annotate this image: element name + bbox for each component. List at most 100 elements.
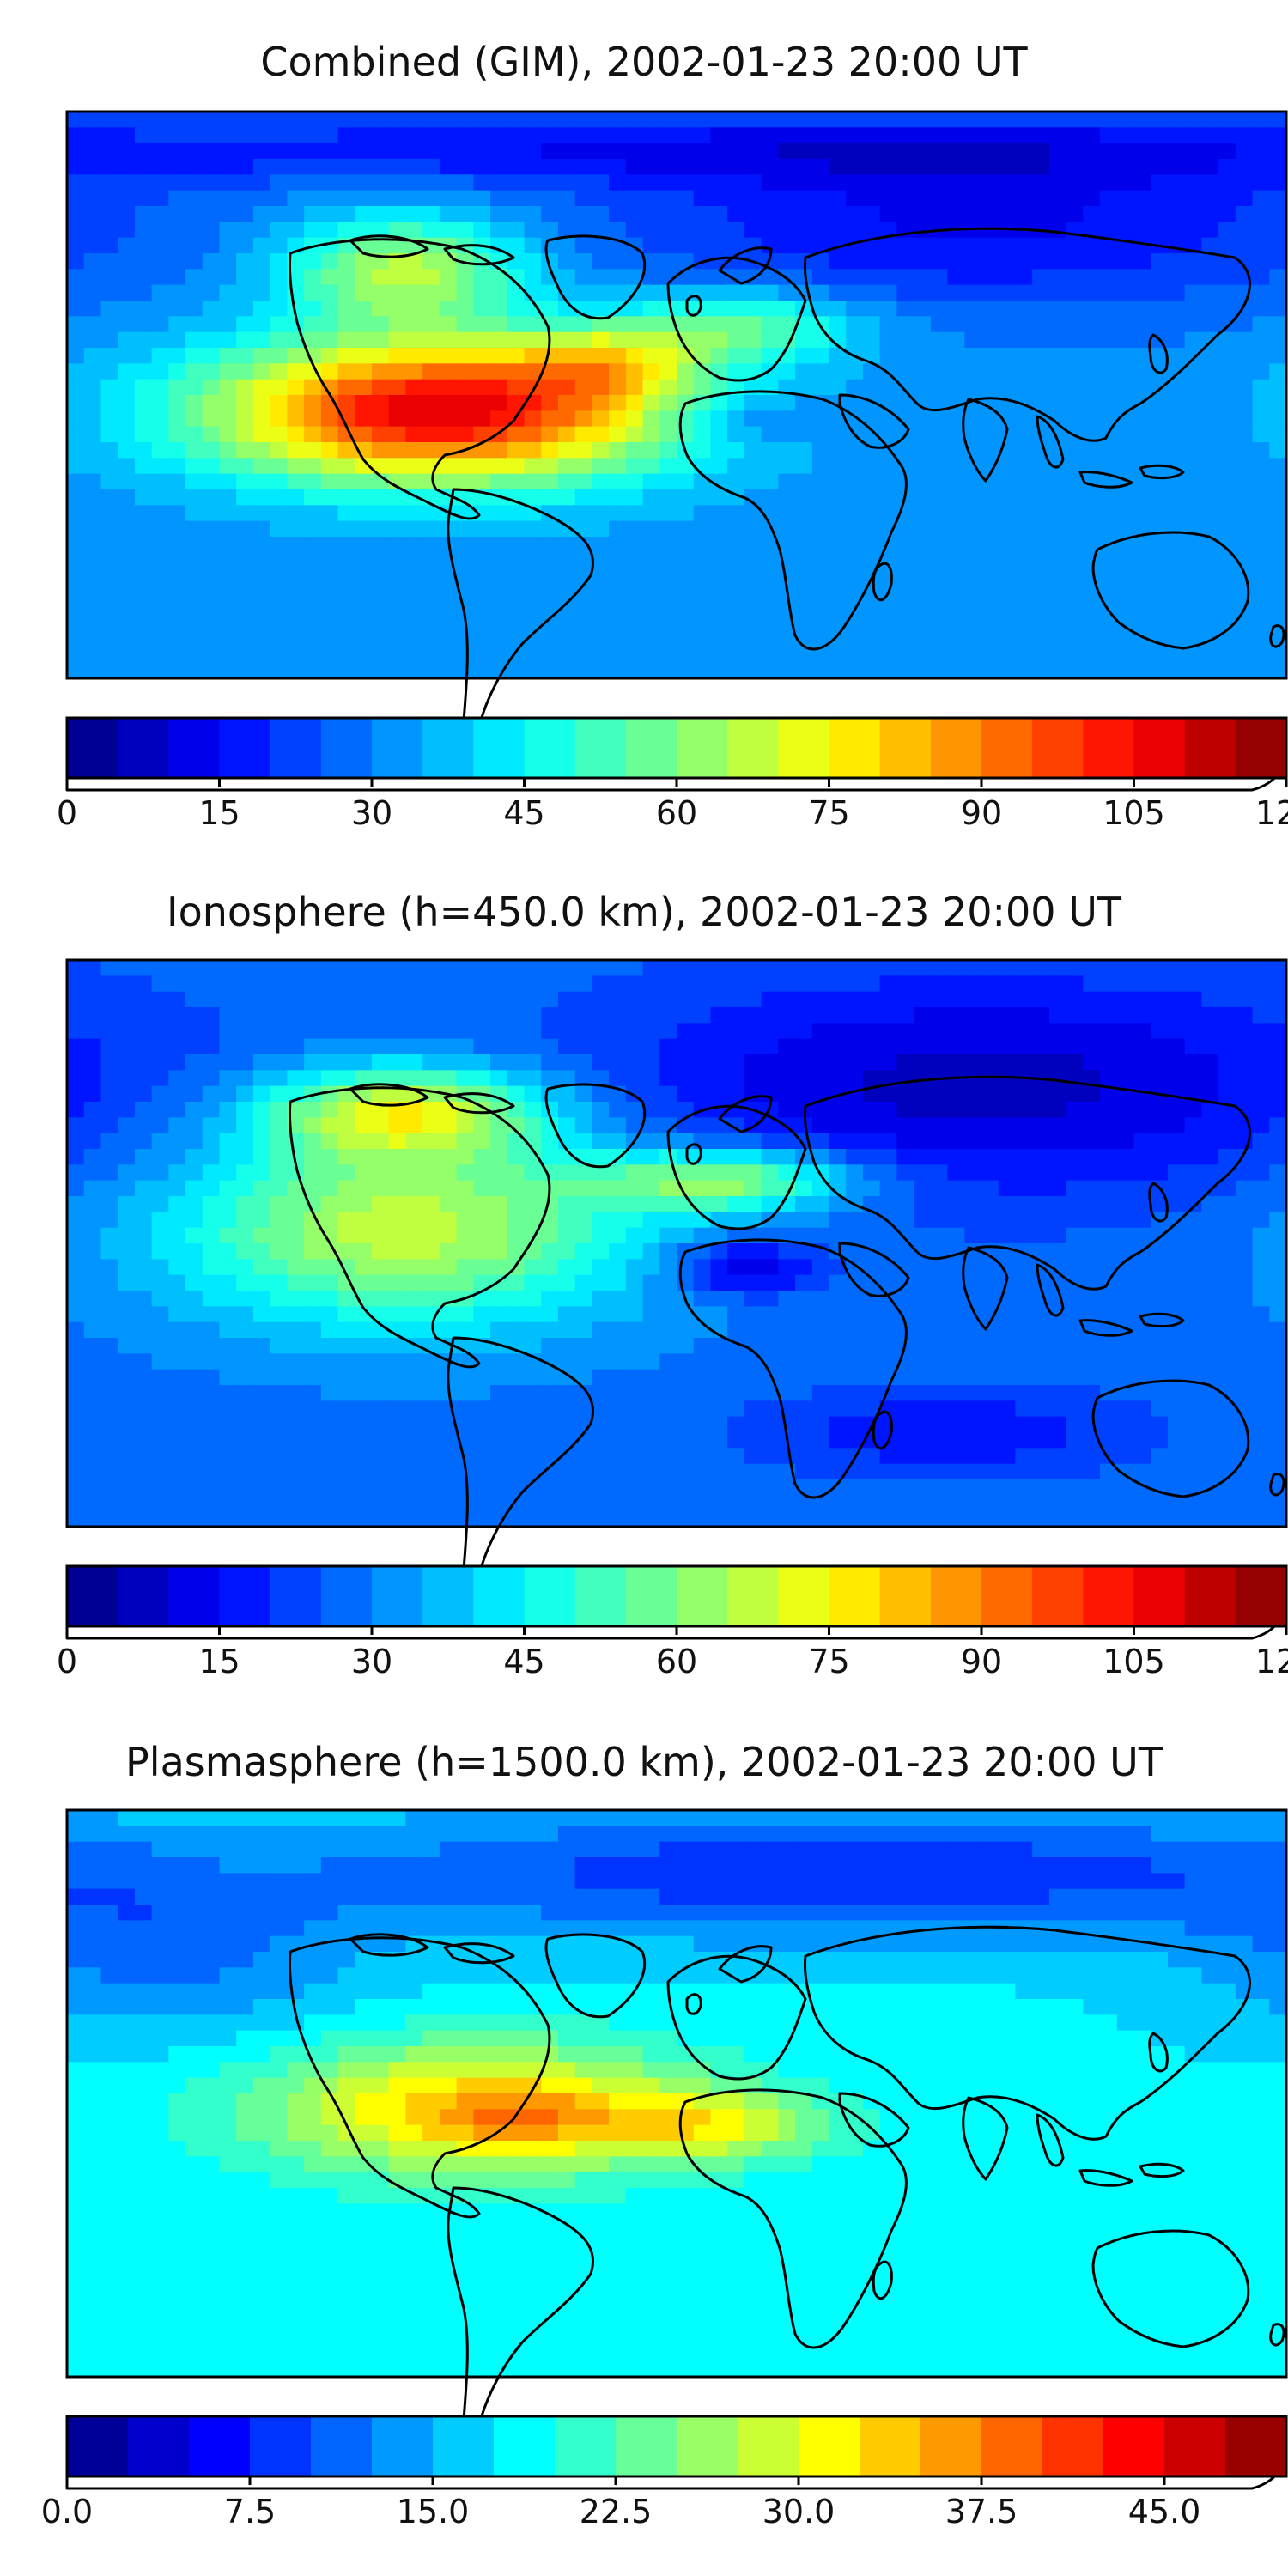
heatmap-cell: [490, 395, 508, 411]
heatmap-cell: [473, 1274, 491, 1291]
heatmap-cell: [304, 1007, 322, 1024]
heatmap-cell: [1151, 568, 1169, 585]
heatmap-cell: [727, 1243, 745, 1260]
heatmap-cell: [287, 1416, 305, 1433]
heatmap-cell: [252, 1259, 271, 1276]
heatmap-cell: [727, 363, 745, 380]
heatmap-cell: [422, 1243, 440, 1260]
heatmap-cell: [287, 1274, 305, 1291]
heatmap-cell: [490, 348, 508, 364]
heatmap-cell: [320, 1085, 339, 1103]
heatmap-cell: [1167, 237, 1186, 254]
heatmap-cell: [710, 662, 728, 679]
heatmap-cell: [846, 960, 864, 976]
heatmap-cell: [151, 1243, 169, 1260]
heatmap-cell: [592, 489, 610, 506]
heatmap-cell: [557, 1385, 576, 1401]
heatmap-cell: [625, 1117, 644, 1134]
heatmap-cell: [252, 1102, 271, 1118]
heatmap-cell: [1235, 1102, 1254, 1118]
heatmap-cell: [388, 1385, 407, 1401]
heatmap-cell: [1235, 442, 1254, 459]
heatmap-cell: [930, 1416, 949, 1433]
heatmap-cell: [1218, 395, 1236, 411]
heatmap-cell: [811, 1463, 830, 1480]
heatmap-cell: [659, 552, 677, 569]
heatmap-cell: [524, 615, 542, 632]
heatmap-cell: [1184, 1306, 1202, 1323]
heatmap-cell: [896, 1463, 914, 1480]
heatmap-cell: [677, 1054, 695, 1071]
heatmap-cell: [252, 960, 271, 976]
heatmap-cell: [677, 112, 695, 128]
heatmap-cell: [811, 1227, 830, 1244]
heatmap-cell: [168, 1164, 186, 1182]
heatmap-cell: [557, 991, 576, 1008]
colorbar-swatch: [778, 718, 830, 778]
heatmap-cell: [1167, 1338, 1186, 1354]
heatmap-cell: [252, 1385, 271, 1401]
heatmap-cell: [998, 159, 1017, 175]
heatmap-cell: [422, 1212, 440, 1229]
heatmap-cell: [168, 1149, 186, 1165]
heatmap-cell: [642, 1338, 660, 1354]
heatmap-cell: [761, 552, 779, 569]
heatmap-cell: [219, 1196, 237, 1212]
heatmap-cell: [100, 127, 118, 144]
heatmap-cell: [914, 584, 932, 600]
heatmap-cell: [677, 127, 695, 144]
heatmap-cell: [337, 127, 355, 144]
heatmap-cell: [778, 1196, 796, 1212]
heatmap-cell: [659, 1338, 677, 1354]
heatmap-cell: [524, 206, 542, 222]
heatmap-cell: [947, 1259, 965, 1276]
heatmap-cell: [83, 284, 102, 301]
heatmap-cell: [914, 1338, 932, 1354]
heatmap-cell: [405, 190, 423, 207]
heatmap-cell: [659, 1212, 677, 1229]
heatmap-cell: [642, 1463, 660, 1480]
heatmap-cell: [1201, 1259, 1219, 1276]
heatmap-cell: [761, 143, 779, 160]
heatmap-cell: [1201, 1054, 1219, 1071]
heatmap-cell: [744, 442, 762, 459]
heatmap-cell: [67, 1133, 85, 1150]
heatmap-cell: [930, 301, 949, 317]
heatmap-cell: [134, 1369, 153, 1386]
heatmap-cell: [693, 1180, 712, 1197]
heatmap-cell: [372, 1133, 390, 1150]
heatmap-cell: [1100, 331, 1118, 349]
heatmap-cell: [761, 1180, 779, 1197]
heatmap-cell: [981, 1038, 999, 1055]
heatmap-cell: [1100, 975, 1118, 993]
heatmap-cell: [151, 458, 169, 475]
heatmap-cell: [981, 348, 999, 364]
heatmap-cell: [592, 1291, 610, 1307]
heatmap-cell: [659, 568, 677, 585]
heatmap-cell: [727, 316, 745, 333]
heatmap-cell: [456, 301, 474, 317]
heatmap-cell: [202, 410, 221, 428]
heatmap-cell: [592, 395, 610, 411]
heatmap-cell: [100, 520, 118, 538]
heatmap-cell: [202, 284, 221, 301]
heatmap-cell: [677, 489, 695, 506]
heatmap-cell: [981, 1054, 999, 1071]
heatmap-cell: [914, 520, 932, 538]
heatmap-cell: [405, 1133, 423, 1150]
heatmap-cell: [422, 174, 440, 191]
heatmap-cell: [1184, 1149, 1202, 1165]
heatmap-cell: [609, 505, 627, 522]
heatmap-cell: [304, 1416, 322, 1433]
heatmap-cell: [1151, 615, 1169, 632]
heatmap-cell: [761, 316, 779, 333]
heatmap-cell: [118, 222, 136, 239]
heatmap-cell: [1015, 552, 1033, 569]
heatmap-cell: [507, 1385, 526, 1401]
heatmap-cell: [1252, 442, 1270, 459]
heatmap-cell: [372, 1149, 390, 1165]
heatmap-cell: [829, 301, 847, 317]
heatmap-cell: [134, 1117, 153, 1134]
heatmap-cell: [422, 316, 440, 333]
heatmap-cell: [862, 316, 881, 333]
